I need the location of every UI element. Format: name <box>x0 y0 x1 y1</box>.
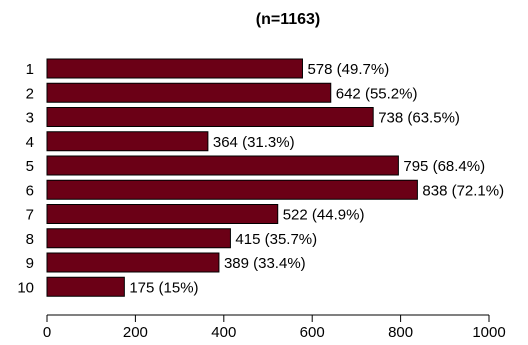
category-label-3: 3 <box>26 110 34 127</box>
bar-10 <box>46 276 125 297</box>
data-label-10: 175 (15%) <box>129 279 198 296</box>
category-label-5: 5 <box>26 158 34 175</box>
data-label-8: 415 (35.7%) <box>235 231 317 248</box>
category-label-6: 6 <box>26 182 34 199</box>
category-label-2: 2 <box>26 85 34 102</box>
data-label-2: 642 (55.2%) <box>336 85 418 102</box>
data-label-4: 364 (31.3%) <box>213 134 295 151</box>
data-label-9: 389 (33.4%) <box>224 255 306 272</box>
category-labels-group: 1 2 3 4 5 6 7 8 9 10 <box>17 61 34 296</box>
category-label-7: 7 <box>26 207 34 224</box>
bar-4 <box>46 131 209 152</box>
data-label-5: 795 (68.4%) <box>403 158 485 175</box>
x-tick-label-1000: 1000 <box>472 324 505 341</box>
x-tick-label-400: 400 <box>211 324 236 341</box>
data-label-3: 738 (63.5%) <box>378 110 460 127</box>
category-label-8: 8 <box>26 231 34 248</box>
category-label-10: 10 <box>17 279 34 296</box>
x-tick-label-0: 0 <box>43 324 51 341</box>
bars-group <box>46 58 418 297</box>
data-labels-group: 578 (49.7%) 642 (55.2%) 738 (63.5%) 364 (31… <box>129 61 504 296</box>
chart-title: (n=1163) <box>256 11 320 28</box>
data-label-7: 522 (44.9%) <box>283 207 365 224</box>
bar-6 <box>46 179 418 200</box>
data-label-1: 578 (49.7%) <box>307 61 389 78</box>
x-tick-label-600: 600 <box>300 324 325 341</box>
bar-8 <box>46 228 231 249</box>
x-axis: 0 200 400 600 800 1000 <box>43 314 506 341</box>
bar-1 <box>46 58 303 79</box>
data-label-6: 838 (72.1%) <box>422 182 504 199</box>
bar-9 <box>46 252 220 273</box>
bar-7 <box>46 204 279 224</box>
bar-3 <box>46 107 374 127</box>
x-tick-label-800: 800 <box>388 324 413 341</box>
category-label-1: 1 <box>26 61 34 78</box>
category-label-9: 9 <box>26 255 34 272</box>
bar-5 <box>46 155 399 176</box>
bar-2 <box>46 82 332 103</box>
category-label-4: 4 <box>26 134 34 151</box>
x-tick-label-200: 200 <box>123 324 148 341</box>
